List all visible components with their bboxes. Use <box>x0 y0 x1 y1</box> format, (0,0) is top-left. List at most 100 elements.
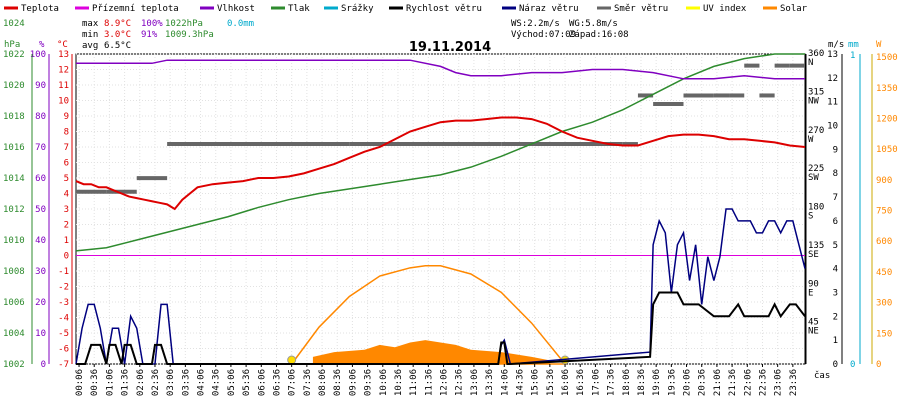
dir-tick-deg: 90 <box>808 279 819 289</box>
press-tick-label: 1010 <box>3 236 25 246</box>
x-tick-label: 12:06 <box>440 369 450 396</box>
solar-tick-label: 150 <box>876 329 892 339</box>
press-tick-label: 1024 <box>3 19 25 29</box>
stat-max-temp: 8.9°C <box>104 19 131 29</box>
stat-min-temp: 3.0°C <box>104 30 131 40</box>
hum-tick-label: 100 <box>30 50 46 60</box>
dir-tick-deg: 225 <box>808 164 824 174</box>
legend-label: Přízemní teplota <box>92 4 179 14</box>
dir-tick-name: NE <box>808 327 819 337</box>
x-tick-label: 07:36 <box>303 369 313 396</box>
x-tick-label: 22:36 <box>758 369 768 396</box>
x-tick-label: 06:06 <box>257 369 267 396</box>
x-tick-label: 08:06 <box>318 369 328 396</box>
x-tick-label: 10:06 <box>379 369 389 396</box>
axis-header-rain: mm <box>848 40 859 50</box>
x-tick-label: 08:36 <box>333 369 343 396</box>
temp-tick-label: 4 <box>64 190 69 200</box>
x-tick-label: 21:06 <box>713 369 723 396</box>
stat-sunrise: Východ:07:09 <box>511 30 576 40</box>
stat-max-label: max <box>82 19 99 29</box>
solar-tick-label: 450 <box>876 268 892 278</box>
x-tick-label: 06:36 <box>272 369 282 396</box>
temp-tick-label: -5 <box>58 329 69 339</box>
plot-frame <box>75 53 806 365</box>
ws-tick-label: 7 <box>833 193 838 203</box>
x-tick-label: 00:06 <box>75 369 85 396</box>
solar-tick-label: 300 <box>876 299 892 309</box>
temp-tick-label: 1 <box>64 236 69 246</box>
x-tick-label: 22:06 <box>743 369 753 396</box>
hum-tick-label: 20 <box>35 298 46 308</box>
stat-avg-temp: 6.5°C <box>104 41 131 51</box>
dir-tick-deg: 315 <box>808 87 824 97</box>
hum-tick-label: 70 <box>35 143 46 153</box>
solar-tick-label: 750 <box>876 207 892 217</box>
temp-tick-label: -6 <box>58 345 69 355</box>
dir-tick-name: SE <box>808 250 819 260</box>
stat-min-label: min <box>82 30 98 40</box>
ws-tick-label: 10 <box>827 122 838 132</box>
x-tick-label: 04:06 <box>197 369 207 396</box>
legend-label: Náraz větru <box>519 4 579 14</box>
x-unit-label: čas <box>814 370 830 381</box>
temp-tick-label: -1 <box>58 267 69 277</box>
x-tick-label: 23:36 <box>789 369 799 396</box>
x-tick-label: 16:36 <box>576 369 586 396</box>
stat-min-press: 1009.3hPa <box>165 30 214 40</box>
hum-tick-label: 80 <box>35 112 46 122</box>
ws-tick-label: 6 <box>833 217 838 227</box>
solar-tick-label: 1350 <box>876 84 898 94</box>
stat-wg: WG:5.8m/s <box>569 19 618 29</box>
solar-curve <box>290 265 567 365</box>
temp-tick-label: -3 <box>58 298 69 308</box>
stat-max-press: 1022hPa <box>165 19 203 29</box>
stat-avg-label: avg <box>82 41 98 51</box>
x-tick-label: 14:06 <box>500 369 510 396</box>
temp-tick-label: -4 <box>58 314 69 324</box>
dir-tick-name: NW <box>808 96 819 106</box>
x-tick-label: 19:36 <box>667 369 677 396</box>
legend-label: Vlhkost <box>217 4 255 14</box>
temp-tick-label: 3 <box>64 205 69 215</box>
x-tick-label: 14:36 <box>515 369 525 396</box>
temp-tick-label: 11 <box>58 81 69 91</box>
axis-header-solar: W <box>876 40 882 50</box>
wind-speed-line <box>76 291 806 365</box>
press-tick-label: 1014 <box>3 174 25 184</box>
ws-tick-label: 8 <box>833 169 838 179</box>
press-tick-label: 1006 <box>3 298 25 308</box>
legend-label: Srážky <box>341 4 374 14</box>
x-tick-label: 21:36 <box>728 369 738 396</box>
temperature-line <box>75 116 806 211</box>
sunrise-marker <box>287 355 297 365</box>
stat-max-hum: 100% <box>141 19 163 29</box>
solar-tick-label: 1200 <box>876 114 898 124</box>
x-tick-label: 04:36 <box>212 369 222 396</box>
rain-tick-label: 0 <box>850 360 855 370</box>
stat-rain: 0.0mm <box>227 19 254 29</box>
legend-label: Tlak <box>288 4 310 14</box>
x-tick-label: 05:06 <box>227 369 237 396</box>
x-tick-label: 15:06 <box>531 369 541 396</box>
x-tick-label: 10:36 <box>394 369 404 396</box>
dir-tick-deg: 135 <box>808 241 824 251</box>
dir-tick-deg: 180 <box>808 203 824 213</box>
legend-bg <box>0 0 900 16</box>
temp-tick-label: 12 <box>58 66 69 76</box>
ws-tick-label: 1 <box>833 336 838 346</box>
x-tick-label: 07:06 <box>288 369 298 396</box>
x-tick-label: 09:36 <box>364 369 374 396</box>
ws-tick-label: 5 <box>833 241 838 251</box>
hum-tick-label: 50 <box>35 205 46 215</box>
chart-title: 19.11.2014 <box>409 40 491 55</box>
x-tick-label: 18:06 <box>622 369 632 396</box>
x-tick-label: 00:36 <box>90 369 100 396</box>
ws-tick-label: 3 <box>833 288 838 298</box>
x-tick-label: 16:06 <box>561 369 571 396</box>
temp-tick-label: 13 <box>58 50 69 60</box>
legend-label: Rychlost větru <box>406 4 482 14</box>
x-tick-label: 05:36 <box>242 369 252 396</box>
